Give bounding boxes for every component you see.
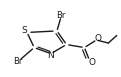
Text: Br: Br: [56, 11, 65, 20]
Text: N: N: [48, 51, 54, 60]
Text: O: O: [94, 34, 101, 43]
Text: S: S: [22, 26, 27, 35]
Text: Br: Br: [13, 57, 22, 66]
Text: O: O: [88, 58, 95, 67]
